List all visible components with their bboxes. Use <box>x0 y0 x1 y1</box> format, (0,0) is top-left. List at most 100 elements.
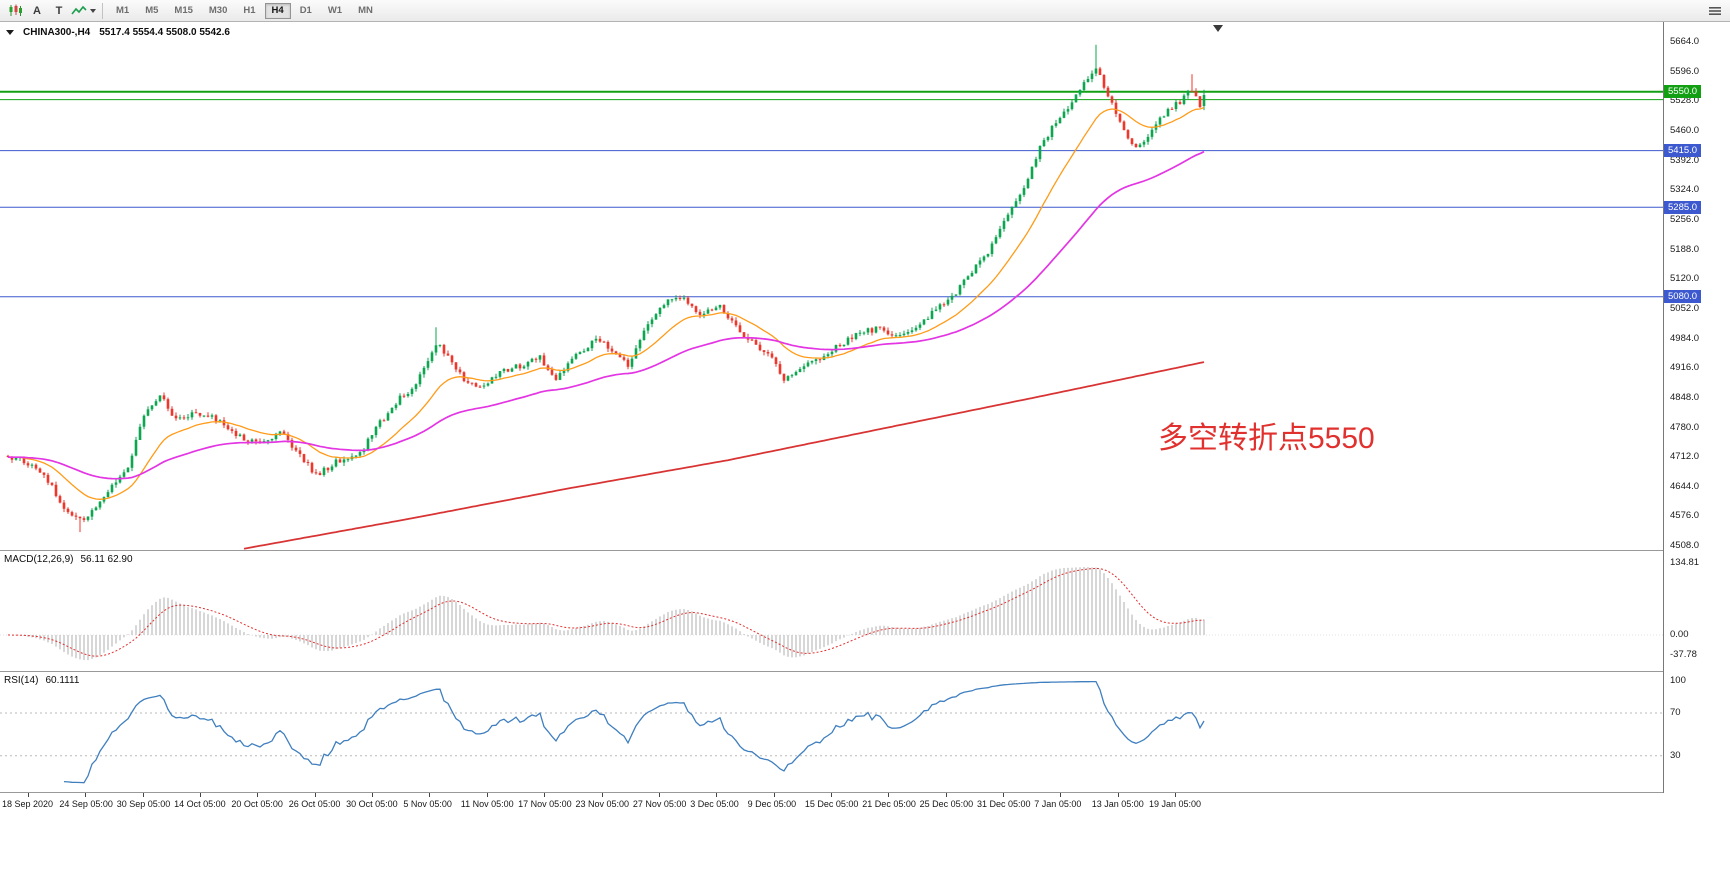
rsi-canvas[interactable] <box>0 672 1663 792</box>
time-tick <box>1060 793 1062 797</box>
macd-canvas[interactable] <box>0 551 1663 671</box>
time-tick <box>1003 793 1004 797</box>
time-label: 27 Nov 05:00 <box>632 799 687 809</box>
rsi-panel[interactable] <box>0 672 1663 792</box>
panel-divider[interactable] <box>0 671 1730 672</box>
cursor-tool-label: A <box>33 4 41 17</box>
time-tick <box>830 793 832 797</box>
macd-title: MACD(12,26,9) 56.11 62.90 <box>4 554 133 565</box>
timeframe-button-w1[interactable]: W1 <box>327 4 343 16</box>
macd-tick-label: 0.00 <box>1670 629 1689 640</box>
time-axis[interactable]: 18 Sep 2020 24 Sep 05:00 30 Sep 05:00 14 Oc… <box>0 793 1730 823</box>
time-tick <box>257 793 259 797</box>
time-tick <box>1117 793 1119 797</box>
time-axis-divider <box>0 792 1730 793</box>
hamburger-menu-icon <box>1709 6 1721 15</box>
time-label: 7 Jan 05:00 <box>1034 799 1082 809</box>
time-tick <box>314 793 316 797</box>
time-label: 30 Oct 05:00 <box>346 799 398 809</box>
price-tick-label: 5528.0 <box>1670 95 1700 107</box>
price-chart-canvas[interactable] <box>0 22 1663 550</box>
symbol-label: CHINA300-,H4 <box>23 27 91 38</box>
timeframe-button-d1[interactable]: D1 <box>299 4 312 16</box>
time-tick <box>544 793 546 797</box>
panel-divider[interactable] <box>0 550 1730 551</box>
chart-type-button[interactable] <box>5 2 25 20</box>
time-label: 17 Nov 05:00 <box>518 799 572 809</box>
price-tick-label: 4576.0 <box>1670 510 1700 522</box>
price-scale[interactable]: 5664.0 5596.0 5528.0 5460.0 5392.0 5324.0 5256… <box>1663 22 1730 793</box>
timeframe-button-m30[interactable]: M30 <box>208 4 228 16</box>
price-tick-label: 5188.0 <box>1670 243 1700 255</box>
rsi-tick-label: 30 <box>1670 749 1681 761</box>
time-label: 5 Nov 05:00 <box>403 799 452 809</box>
price-tick-label: 5120.0 <box>1670 273 1700 285</box>
time-label: 21 Dec 05:00 <box>862 799 916 809</box>
price-level-badge: 5285.0 <box>1664 200 1702 214</box>
candlestick-chart-icon <box>9 4 22 16</box>
main-chart-pane[interactable] <box>0 22 1663 550</box>
chevron-down-icon <box>90 8 96 13</box>
time-tick <box>716 793 718 797</box>
macd-panel[interactable] <box>0 551 1663 671</box>
price-tick-label: 4848.0 <box>1670 391 1700 403</box>
price-level-badge: 5080.0 <box>1664 290 1702 304</box>
price-tick-label: 4644.0 <box>1670 480 1700 492</box>
time-label: 24 Sep 05:00 <box>59 799 113 809</box>
time-tick <box>658 793 660 797</box>
time-tick <box>486 793 488 797</box>
time-label: 15 Dec 05:00 <box>804 799 859 809</box>
text-tool-button[interactable]: T <box>49 2 69 20</box>
time-tick <box>773 793 775 797</box>
toolbar-separator <box>102 2 103 19</box>
timeframe-button-h4[interactable]: H4 <box>264 2 291 19</box>
cursor-tool-button[interactable]: A <box>27 2 47 20</box>
window-menu-button[interactable] <box>1705 2 1725 20</box>
time-tick <box>85 793 87 797</box>
chart-annotation-text[interactable]: 多空转折点5550 <box>1158 422 1375 455</box>
time-label: 31 Dec 05:00 <box>977 799 1031 809</box>
time-tick <box>142 793 144 797</box>
timeframe-button-m15[interactable]: M15 <box>174 4 193 16</box>
time-label: 13 Jan 05:00 <box>1091 799 1144 809</box>
time-tick <box>28 793 29 797</box>
timeframe-button-mn[interactable]: MN <box>358 4 373 16</box>
time-tick <box>429 793 431 797</box>
time-label: 26 Oct 05:00 <box>288 799 341 809</box>
macd-tick-label: 134.81 <box>1670 557 1700 568</box>
macd-tick-label: -37.78 <box>1670 649 1697 661</box>
price-tick-label: 5392.0 <box>1670 154 1700 166</box>
macd-values: 56.11 62.90 <box>80 554 133 565</box>
price-level-badge: 5550.0 <box>1664 85 1702 99</box>
time-label: 14 Oct 05:00 <box>174 799 226 809</box>
macd-label: MACD(12,26,9) <box>4 554 74 565</box>
time-label: 3 Dec 05:00 <box>690 799 739 809</box>
timeframe-button-m1[interactable]: M1 <box>116 4 130 16</box>
time-label: 11 Nov 05:00 <box>460 799 514 809</box>
rsi-value: 60.1111 <box>45 675 80 686</box>
time-tick <box>888 793 890 797</box>
time-label: 30 Sep 05:00 <box>116 799 171 809</box>
price-tick-label: 5324.0 <box>1670 184 1700 196</box>
indicator-zigzag-icon <box>71 5 87 14</box>
rsi-tick-label: 100 <box>1670 675 1686 686</box>
rsi-tick-label: 70 <box>1670 707 1681 718</box>
rsi-label: RSI(14) <box>4 675 39 686</box>
time-label: 25 Dec 05:00 <box>919 799 974 809</box>
price-tick-label: 4712.0 <box>1670 451 1700 463</box>
time-label: 19 Jan 05:00 <box>1149 799 1202 809</box>
ohlc-quote: 5517.4 5554.4 5508.0 5542.6 <box>99 27 230 38</box>
price-level-badge: 5415.0 <box>1664 144 1702 158</box>
price-tick-label: 5664.0 <box>1670 36 1700 48</box>
chart-shift-marker[interactable] <box>1213 25 1223 32</box>
text-tool-label: T <box>55 4 63 17</box>
timeframe-button-h1[interactable]: H1 <box>243 4 256 16</box>
time-tick <box>601 793 603 797</box>
symbol-dropdown-icon[interactable] <box>6 30 14 35</box>
time-label: 20 Oct 05:00 <box>231 799 283 809</box>
time-tick <box>200 793 202 797</box>
indicators-button[interactable] <box>71 2 96 20</box>
timeframe-button-m5[interactable]: M5 <box>145 4 159 16</box>
time-label: 18 Sep 2020 <box>2 799 54 809</box>
chart-window: CHINA300-,H4 5517.4 5554.4 5508.0 5542.6… <box>0 22 1730 895</box>
